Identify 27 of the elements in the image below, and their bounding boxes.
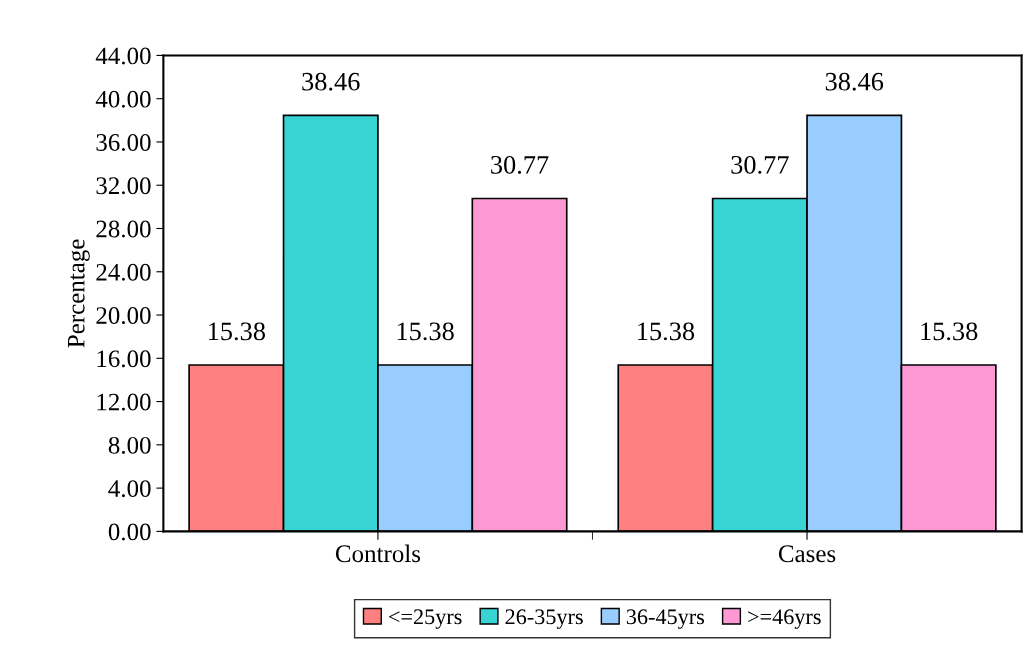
data-label: 15.38 [397, 322, 454, 341]
legend-label: <=25yrs [389, 609, 462, 629]
data-label: 38.46 [302, 72, 360, 91]
y-tick-label: 32.00 [96, 177, 151, 195]
x-tick-label: Cases [778, 545, 836, 563]
legend-label: 26-35yrs [505, 609, 583, 629]
y-tick-label: 24.00 [96, 263, 151, 281]
y-tick-label: 36.00 [96, 134, 151, 151]
data-label: 38.46 [825, 72, 884, 91]
y-tick-label: 8.00 [108, 436, 151, 454]
legend-label: >=46yrs [748, 609, 821, 629]
y-tick-label: 28.00 [96, 220, 151, 238]
data-label: 15.38 [638, 322, 695, 341]
y-tick-label: 4.00 [108, 480, 151, 498]
data-label: 15.38 [921, 322, 978, 341]
y-tick-label: 44.00 [95, 47, 151, 65]
y-tick-label: 40.00 [95, 90, 151, 108]
y-tick-label: 20.00 [96, 307, 151, 325]
y-axis-title: Percentage [68, 239, 90, 348]
y-tick-label: 0.00 [108, 523, 151, 541]
data-label: 15.38 [208, 322, 265, 341]
data-label: 30.77 [491, 155, 549, 174]
y-tick-label: 12.00 [97, 393, 151, 411]
legend-label: 36-45yrs [626, 609, 705, 629]
x-tick-label: Controls [335, 544, 421, 563]
y-tick-label: 16.00 [97, 350, 151, 368]
data-label: 30.77 [731, 155, 789, 174]
